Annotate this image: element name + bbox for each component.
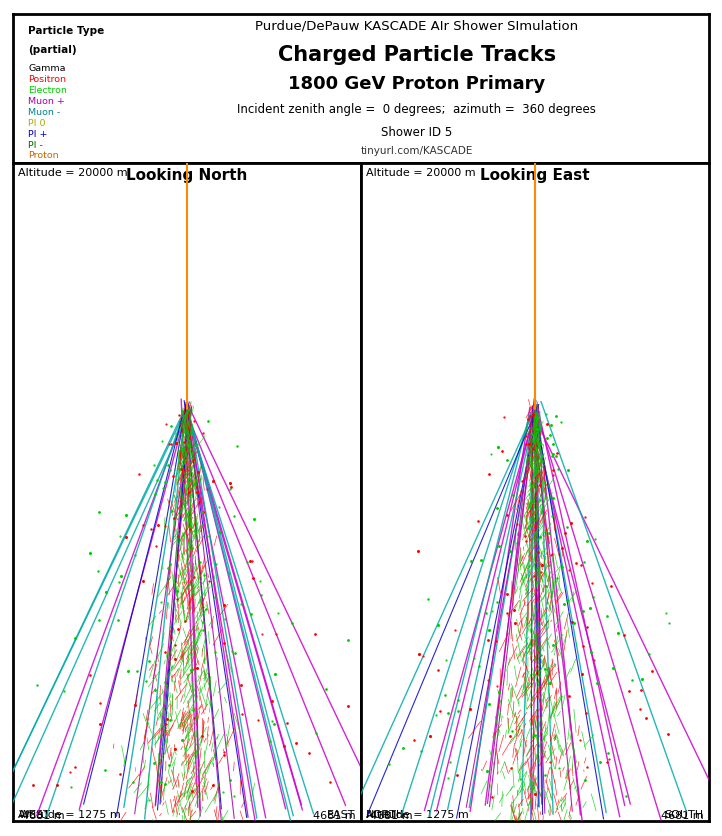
Text: Altitude = 1275 m: Altitude = 1275 m <box>18 809 121 819</box>
Text: WEST: WEST <box>18 798 50 819</box>
Text: Muon +: Muon + <box>28 97 65 106</box>
Text: Looking East: Looking East <box>480 167 590 182</box>
Text: 1800 GeV Proton Primary: 1800 GeV Proton Primary <box>288 74 545 93</box>
Text: Electron: Electron <box>28 86 67 95</box>
Text: Looking North: Looking North <box>126 167 248 182</box>
Text: Muon -: Muon - <box>28 108 61 117</box>
Text: Altitude = 20000 m: Altitude = 20000 m <box>18 167 128 177</box>
Text: PI 0: PI 0 <box>28 119 45 128</box>
Text: -4681 m: -4681 m <box>18 788 65 820</box>
Text: -4681 m: -4681 m <box>366 788 413 820</box>
Text: PI -: PI - <box>28 140 43 150</box>
Text: tinyurl.com/KASCADE: tinyurl.com/KASCADE <box>360 146 473 156</box>
Text: 4681 m: 4681 m <box>661 798 704 820</box>
Text: Altitude = 20000 m: Altitude = 20000 m <box>366 167 476 177</box>
Text: Particle Type: Particle Type <box>28 25 105 35</box>
Text: Incident zenith angle =  0 degrees;  azimuth =  360 degrees: Incident zenith angle = 0 degrees; azimu… <box>238 103 596 116</box>
Text: EAST: EAST <box>327 809 356 819</box>
Text: Proton: Proton <box>28 151 59 161</box>
Text: Altitude = 1275 m: Altitude = 1275 m <box>366 809 469 819</box>
Text: NORTH: NORTH <box>366 798 406 819</box>
Text: Charged Particle Tracks: Charged Particle Tracks <box>278 45 556 65</box>
Text: Shower ID 5: Shower ID 5 <box>381 125 452 139</box>
Text: Positron: Positron <box>28 75 66 84</box>
Text: Gamma: Gamma <box>28 64 66 74</box>
Text: SOUTH: SOUTH <box>665 809 704 819</box>
Text: (partial): (partial) <box>28 45 77 55</box>
Text: PI +: PI + <box>28 130 48 139</box>
Text: 4681 m: 4681 m <box>313 798 356 820</box>
Text: Purdue/DePauw KASCADE AIr Shower SImulation: Purdue/DePauw KASCADE AIr Shower SImulat… <box>255 19 578 33</box>
